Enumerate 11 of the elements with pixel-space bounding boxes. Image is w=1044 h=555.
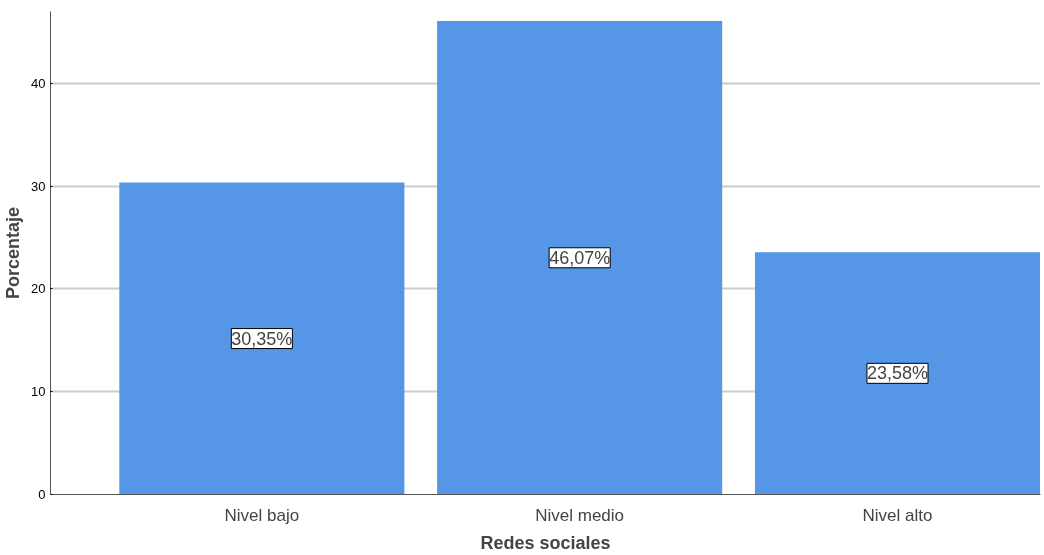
x-tick-label: Nivel bajo: [224, 505, 300, 525]
y-axis-title: Porcentaje: [3, 206, 24, 300]
y-tick-label: 10: [31, 384, 46, 400]
y-tick-label: 40: [31, 75, 46, 91]
x-axis-title: Redes sociales: [480, 532, 611, 553]
y-tick-label: 20: [31, 281, 46, 297]
x-tick-label: Nivel medio: [535, 505, 625, 525]
y-tick-label: 30: [31, 178, 46, 194]
x-tick-label: Nivel alto: [862, 505, 933, 525]
y-tick-label: 0: [38, 487, 46, 502]
data-label: 30,35%: [231, 328, 293, 349]
